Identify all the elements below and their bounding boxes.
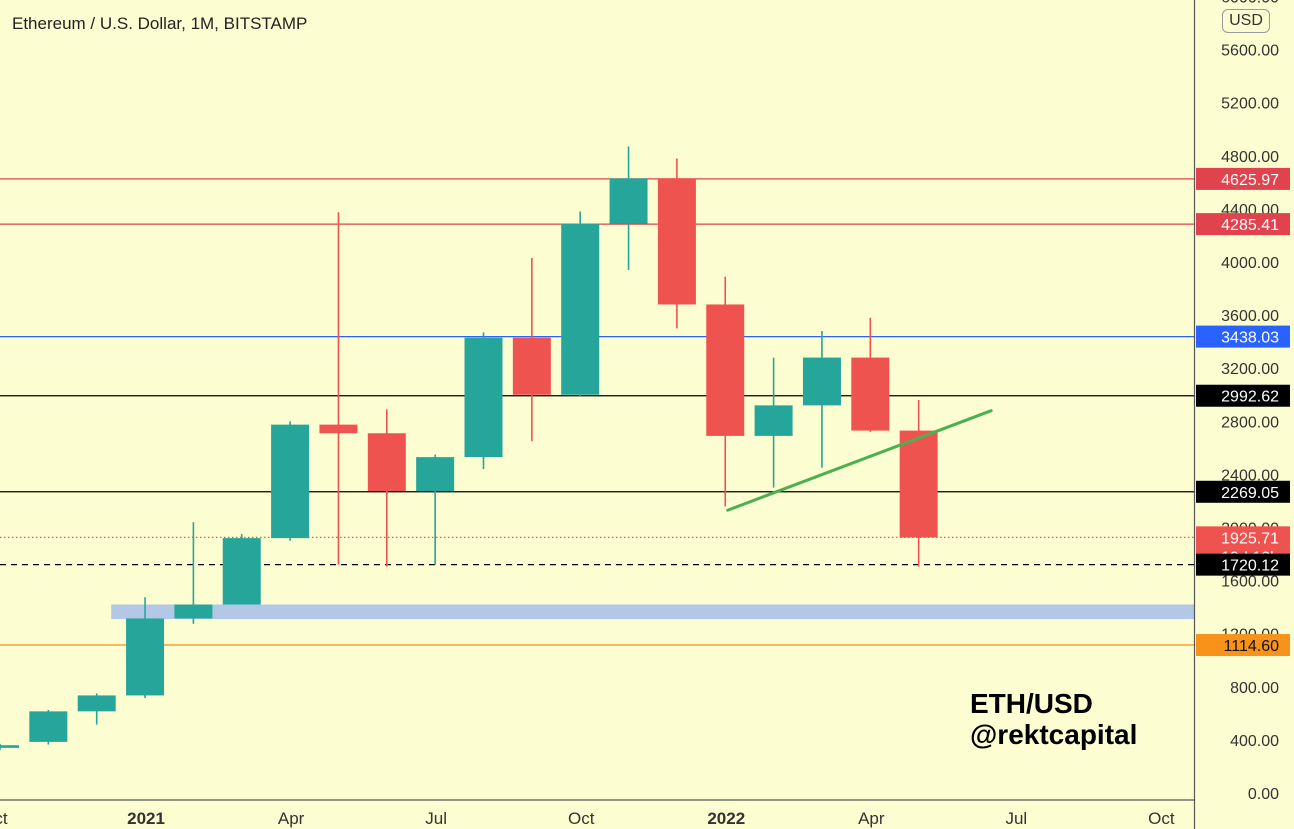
y-tick-5600-00: 5600.00 [1221, 43, 1279, 60]
y-tick-6000-00: 6000.00 [1221, 0, 1279, 7]
level-badge-1720-12 [1196, 553, 1290, 576]
chart-title: Ethereum / U.S. Dollar, 1M, BITSTAMP [12, 14, 308, 33]
x-label-ct-0: ct [0, 809, 8, 828]
level-label-1114-60: 1114.60 [1224, 638, 1280, 655]
candle-body-m17 [802, 357, 841, 406]
candle-body-m3 [126, 618, 165, 696]
candle-body-m11 [512, 337, 551, 395]
level-label-2992-62: 2992.62 [1221, 389, 1279, 406]
level-badge-2269-05 [1196, 480, 1290, 503]
y-tick-2800-00: 2800.00 [1221, 414, 1279, 431]
candle-body-m10 [464, 337, 503, 458]
trendline [726, 409, 993, 512]
candle-body-m13 [609, 178, 648, 224]
candle-body-m18 [851, 357, 890, 431]
candle-body-m12 [561, 223, 600, 395]
y-tick-4000-00: 4000.00 [1221, 255, 1279, 272]
x-label-2022-15: 2022 [707, 809, 745, 828]
candle-body-m5 [222, 538, 261, 605]
x-label-oct-12: Oct [568, 809, 595, 828]
watermark-author: @rektcapital [970, 719, 1138, 750]
x-label-apr-6: Apr [278, 809, 305, 828]
level-label-4285-41: 4285.41 [1221, 217, 1279, 234]
y-tick-1600-00: 1600.00 [1221, 574, 1279, 591]
candle-body-m4 [174, 604, 213, 619]
x-label-2021-3: 2021 [127, 809, 165, 828]
candle-body-m16 [754, 405, 793, 436]
x-label-jul-21: Jul [1005, 809, 1027, 828]
candle-body-m15 [706, 304, 745, 436]
x-label-jul-9: Jul [425, 809, 447, 828]
y-tick-3200-00: 3200.00 [1221, 361, 1279, 378]
y-tick-0-00: 0.00 [1248, 786, 1279, 803]
level-label-1720-12: 1720.12 [1221, 558, 1279, 575]
y-tick-400-00: 400.00 [1230, 733, 1279, 750]
y-tick-2400-00: 2400.00 [1221, 467, 1279, 484]
candle-body-m14 [657, 178, 696, 305]
x-label-oct-24: Oct [1148, 809, 1175, 828]
candle-body-m1 [29, 711, 68, 742]
level-badge-4625-97 [1196, 167, 1290, 190]
x-label-apr-18: Apr [858, 809, 885, 828]
y-tick-800-00: 800.00 [1230, 680, 1279, 697]
currency-button[interactable]: USD [1222, 9, 1270, 33]
price-axis-area [1194, 0, 1294, 829]
level-badge-3438-03 [1196, 325, 1290, 348]
level-badge-2992-62 [1196, 384, 1290, 407]
candle-body-m2 [77, 695, 116, 712]
support-zone [111, 604, 1195, 620]
level-badge-1114-60 [1196, 634, 1290, 657]
level-label-2269-05: 2269.05 [1221, 485, 1279, 502]
candle-body-m19 [899, 430, 938, 538]
watermark: ETH/USD @rektcapital [970, 688, 1137, 750]
candle-body-m7 [319, 424, 358, 434]
candle-body-m8 [367, 433, 406, 491]
candle-body-m6 [271, 424, 310, 539]
y-tick-3600-00: 3600.00 [1221, 308, 1279, 325]
level-label-1925-71: 1925.71 [1221, 530, 1279, 547]
level-label-3438-03: 3438.03 [1221, 330, 1279, 347]
candle-body-m0 [0, 745, 19, 748]
y-tick-4800-00: 4800.00 [1221, 149, 1279, 166]
level-badge-4285-41 [1196, 213, 1290, 236]
watermark-pair: ETH/USD [970, 688, 1093, 719]
level-label-4625-97: 4625.97 [1221, 172, 1279, 189]
y-tick-5200-00: 5200.00 [1221, 96, 1279, 113]
candle-body-m9 [416, 457, 455, 491]
